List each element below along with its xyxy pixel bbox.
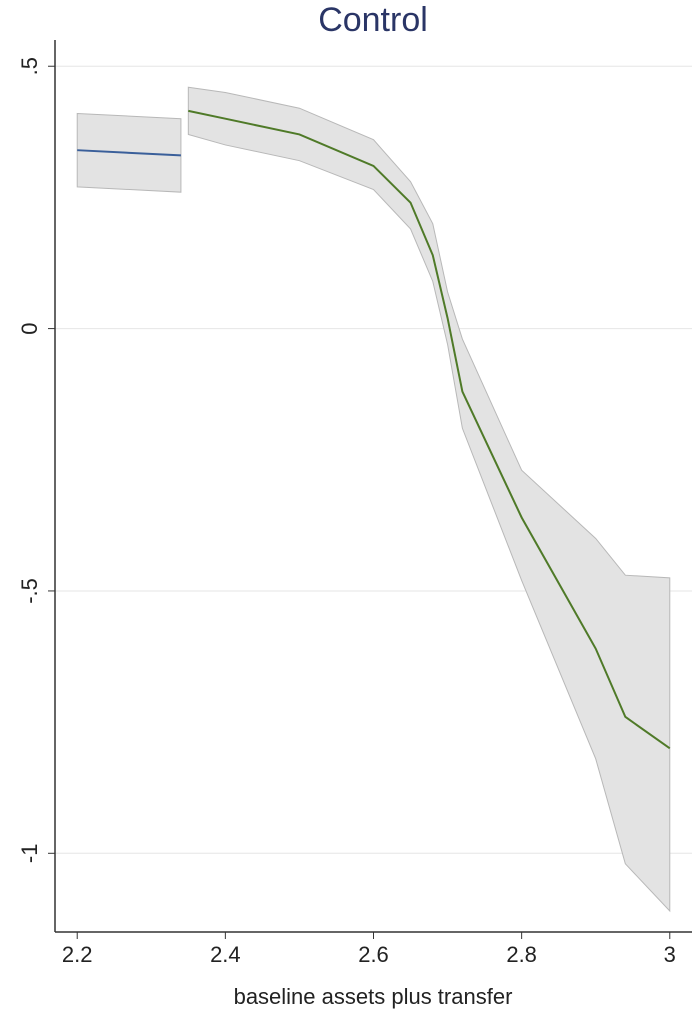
y-tick-label: -1	[17, 844, 42, 864]
y-tick-label: 0	[17, 322, 42, 334]
line	[77, 149, 181, 157]
x-axis-label: baseline assets plus transfer	[234, 984, 513, 1009]
x-tick-label: 2.2	[62, 942, 93, 967]
chart-title: Control	[318, 1, 428, 39]
x-tick-label: 2.4	[210, 942, 241, 967]
y-tick-label: .5	[17, 57, 42, 75]
x-tick-label: 3	[664, 942, 676, 967]
line	[188, 109, 671, 750]
x-tick-label: 2.6	[358, 942, 389, 967]
x-tick-label: 2.8	[506, 942, 537, 967]
confidence-band	[187, 86, 671, 913]
y-tick-label: -.5	[17, 578, 42, 604]
